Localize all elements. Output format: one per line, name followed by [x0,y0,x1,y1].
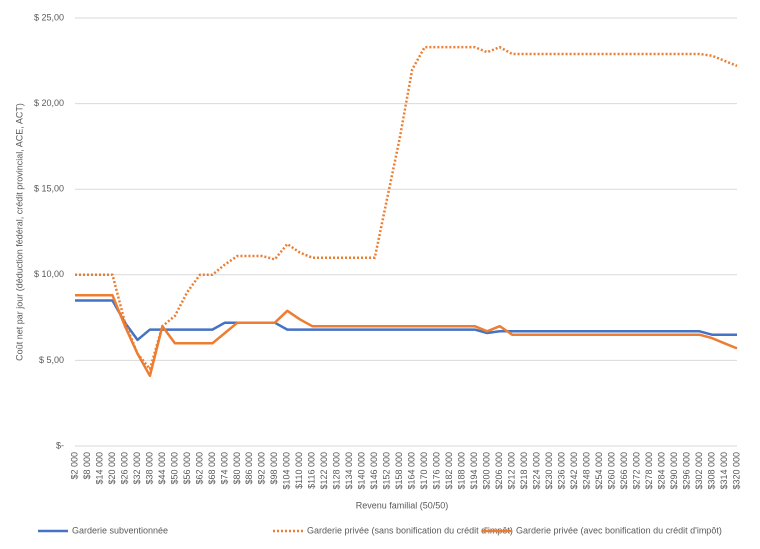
x-tick-label: $254 000 [594,452,604,490]
x-tick-label: $32 000 [132,452,142,485]
x-tick-label: $320 000 [731,452,741,490]
x-tick-label: $260 000 [606,452,616,490]
x-tick-label: $206 000 [494,452,504,490]
x-tick-label: $74 000 [219,452,229,485]
y-tick-label: $ 10,00 [34,269,64,279]
x-tick-label: $20 000 [107,452,117,485]
x-tick-label: $38 000 [144,452,154,485]
x-tick-label: $146 000 [369,452,379,490]
x-tick-label: $182 000 [444,452,454,490]
x-tick-label: $194 000 [469,452,479,490]
x-tick-label: $86 000 [244,452,254,485]
series-line [75,45,738,371]
x-tick-label: $14 000 [94,452,104,485]
series-line [75,299,737,342]
x-tick-label: $230 000 [544,452,554,490]
x-tick-label: $92 000 [257,452,267,485]
y-axis-title: Coût net par jour (déduction fédéral, cr… [14,103,24,361]
x-tick-label: $68 000 [207,452,217,485]
x-tick-label: $278 000 [644,452,654,490]
x-tick-label: $200 000 [482,452,492,490]
x-tick-label: $242 000 [569,452,579,490]
x-tick-label: $248 000 [581,452,591,490]
x-tick-label: $158 000 [394,452,404,490]
x-tick-label: $104 000 [282,452,292,490]
series-line [75,294,738,378]
x-tick-label: $134 000 [344,452,354,490]
x-tick-label: $152 000 [382,452,392,490]
x-tick-label: $308 000 [706,452,716,490]
x-tick-label: $218 000 [519,452,529,490]
legend-label: Garderie subventionnée [72,525,168,535]
x-tick-label: $8 000 [82,452,92,480]
x-tick-label: $302 000 [694,452,704,490]
x-tick-label: $314 000 [719,452,729,490]
x-tick-label: $212 000 [507,452,517,490]
x-tick-label: $98 000 [269,452,279,485]
x-tick-label: $56 000 [182,452,192,485]
x-tick-label: $122 000 [319,452,329,490]
x-tick-label: $128 000 [332,452,342,490]
x-tick-label: $50 000 [169,452,179,485]
x-tick-label: $44 000 [157,452,167,485]
x-tick-label: $164 000 [407,452,417,490]
x-tick-label: $284 000 [656,452,666,490]
x-tick-label: $290 000 [669,452,679,490]
x-tick-label: $224 000 [532,452,542,490]
legend-label: Garderie privée (avec bonification du cr… [516,525,722,535]
x-tick-label: $188 000 [457,452,467,490]
x-tick-label: $236 000 [557,452,567,490]
x-tick-label: $26 000 [119,452,129,485]
x-tick-label: $170 000 [419,452,429,490]
legend-label: Garderie privée (sans bonification du cr… [307,525,513,535]
y-tick-label: $- [56,440,64,450]
y-tick-label: $ 25,00 [34,12,64,22]
x-tick-label: $176 000 [432,452,442,490]
y-tick-label: $ 5,00 [39,355,64,365]
x-tick-label: $140 000 [357,452,367,490]
x-tick-label: $2 000 [69,452,79,480]
x-tick-label: $116 000 [307,452,317,489]
y-tick-label: $ 15,00 [34,184,64,194]
y-tick-label: $ 20,00 [34,98,64,108]
x-axis-title: Revenu familial (50/50) [356,500,449,510]
x-tick-label: $296 000 [681,452,691,490]
x-tick-label: $110 000 [294,452,304,489]
x-tick-label: $80 000 [232,452,242,485]
x-tick-label: $266 000 [619,452,629,490]
x-tick-label: $62 000 [194,452,204,485]
x-tick-label: $272 000 [631,452,641,490]
